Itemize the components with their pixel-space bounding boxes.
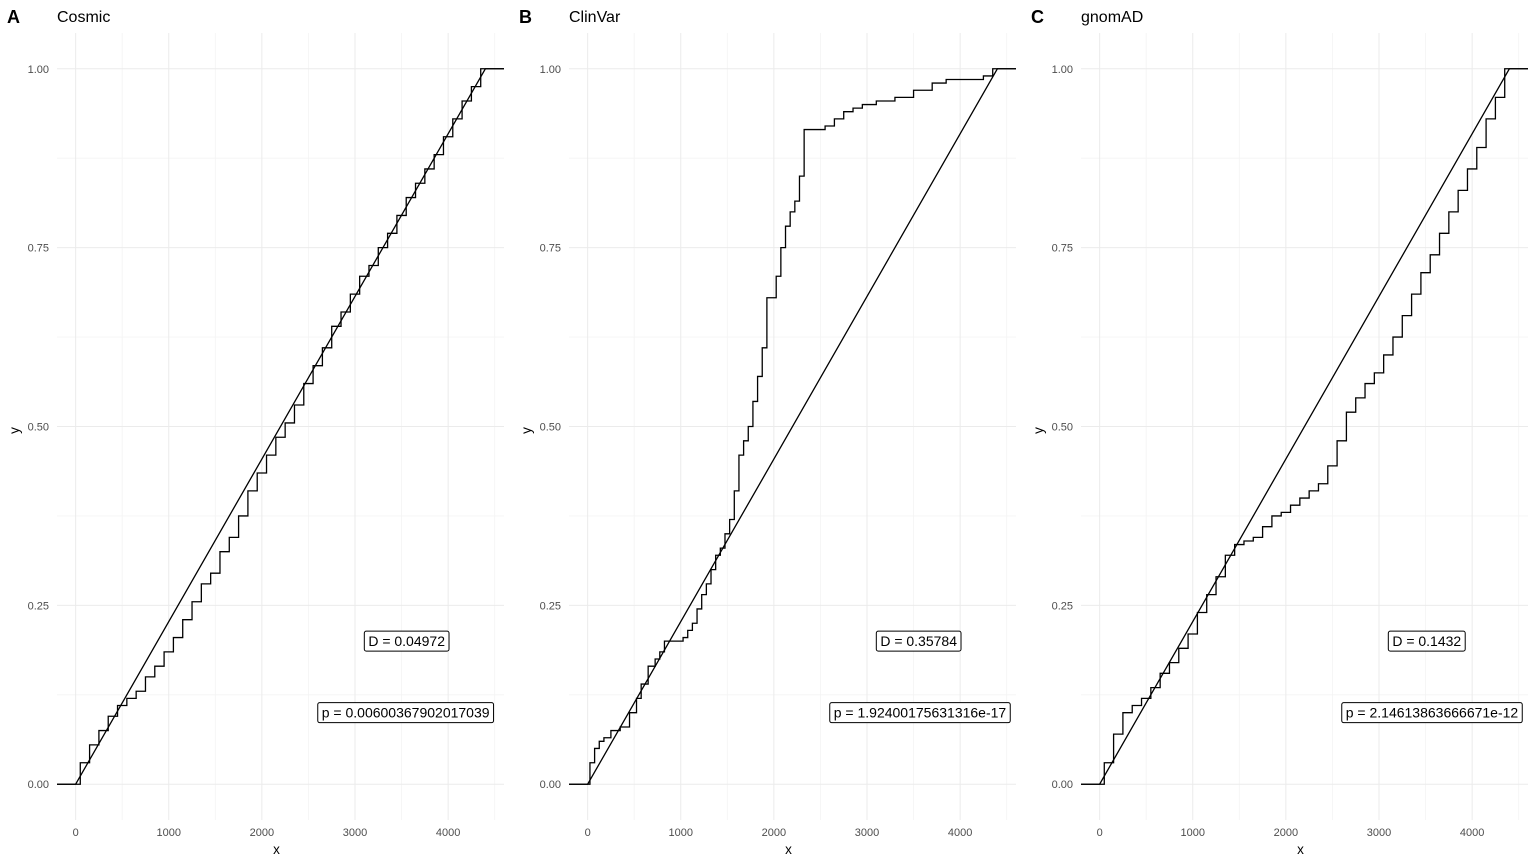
- y-tick-label: 0.00: [28, 779, 49, 791]
- p-value-label: p = 1.92400175631316e-17: [834, 705, 1007, 721]
- y-axis-title: y: [1031, 427, 1046, 434]
- panel-title: Cosmic: [57, 9, 110, 26]
- y-tick-label: 0.25: [540, 600, 561, 612]
- y-tick-label: 1.00: [540, 64, 561, 76]
- d-statistic-label: D = 0.1432: [1392, 633, 1461, 649]
- d-statistic-label: D = 0.04972: [368, 633, 445, 649]
- y-tick-label: 0.50: [1052, 422, 1073, 434]
- empirical-cdf-line: [569, 68, 1016, 785]
- panel-tag: C: [1031, 7, 1044, 27]
- y-tick-label: 0.75: [28, 243, 49, 255]
- y-tick-label: 0.00: [540, 779, 561, 791]
- x-tick-label: 4000: [436, 827, 460, 839]
- y-tick-label: 0.25: [28, 600, 49, 612]
- p-value-box: [1341, 702, 1523, 724]
- p-value-label: p = 2.14613863666671e-12: [1346, 705, 1519, 721]
- empirical-cdf-line: [1081, 68, 1528, 785]
- y-axis-title: y: [7, 427, 22, 434]
- panel-a: 0 1000 2000 3000 4000 0.00 0.25 0.50 0.75 1.00 x y A…: [7, 7, 504, 857]
- y-tick-label: 0.75: [1052, 243, 1073, 255]
- y-tick-label: 1.00: [1052, 64, 1073, 76]
- x-tick-label: 3000: [1367, 827, 1391, 839]
- y-axis-title: y: [519, 427, 534, 434]
- x-tick-label: 4000: [948, 827, 972, 839]
- y-tick-label: 0.25: [1052, 600, 1073, 612]
- panel-tag: A: [7, 7, 20, 27]
- y-tick-label: 0.50: [540, 422, 561, 434]
- panel-tag: B: [519, 7, 532, 27]
- panel-title: gnomAD: [1081, 9, 1143, 26]
- x-tick-label: 0: [1097, 827, 1103, 839]
- x-tick-label: 0: [585, 827, 591, 839]
- x-tick-label: 2000: [1274, 827, 1298, 839]
- x-tick-label: 1000: [669, 827, 693, 839]
- empirical-cdf-line: [57, 68, 504, 785]
- y-tick-label: 0.75: [540, 243, 561, 255]
- x-tick-label: 3000: [855, 827, 879, 839]
- x-axis-title: x: [785, 842, 792, 857]
- x-tick-label: 0: [73, 827, 79, 839]
- d-statistic-box: [1387, 630, 1466, 652]
- x-tick-label: 2000: [762, 827, 786, 839]
- y-tick-label: 0.00: [1052, 779, 1073, 791]
- p-value-box: [829, 702, 1011, 724]
- x-axis-title: x: [1297, 842, 1304, 857]
- x-tick-label: 2000: [250, 827, 274, 839]
- p-value-label: p = 0.00600367902017039: [322, 705, 490, 721]
- y-tick-label: 1.00: [28, 64, 49, 76]
- panel-title: ClinVar: [569, 9, 621, 26]
- d-statistic-box: [363, 630, 450, 652]
- p-value-box: [317, 702, 495, 724]
- x-tick-label: 1000: [157, 827, 181, 839]
- d-statistic-box: [875, 630, 962, 652]
- x-axis-title: x: [273, 842, 280, 857]
- d-statistic-label: D = 0.35784: [880, 633, 957, 649]
- x-tick-label: 1000: [1181, 827, 1205, 839]
- x-tick-label: 3000: [343, 827, 367, 839]
- major-gridlines: [569, 33, 1016, 820]
- x-tick-label: 4000: [1460, 827, 1484, 839]
- y-tick-label: 0.50: [28, 422, 49, 434]
- major-gridlines: [1081, 33, 1528, 820]
- panel-b: 0 1000 2000 3000 4000 0.00 0.25 0.50 0.75 1.00 x y B…: [519, 7, 1016, 857]
- panel-c: 0 1000 2000 3000 4000 0.00 0.25 0.50 0.75 1.00 x y C…: [1031, 7, 1528, 857]
